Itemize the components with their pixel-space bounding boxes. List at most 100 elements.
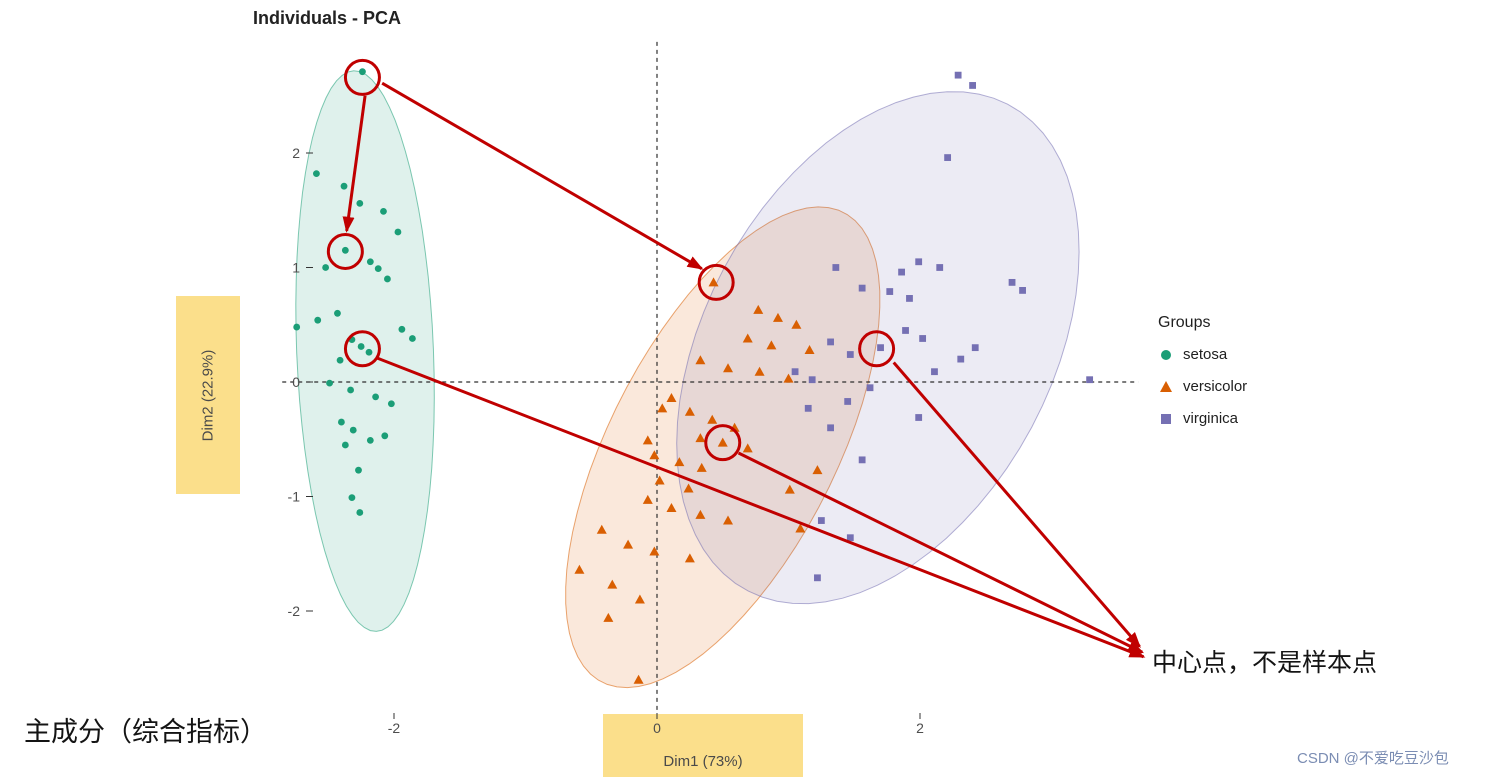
data-point (649, 450, 660, 460)
data-point (649, 546, 660, 556)
chart-title: Individuals - PCA (253, 8, 402, 28)
x-axis-label: Dim1 (73%) (663, 753, 743, 770)
x-axis-tick-label: 0 (653, 720, 661, 736)
setosa-ellipse (295, 70, 435, 632)
data-point (906, 295, 913, 302)
data-point (969, 82, 976, 89)
data-point (766, 340, 777, 350)
data-point (394, 228, 402, 236)
data-point (596, 524, 607, 534)
data-point (808, 376, 816, 384)
data-point (957, 355, 965, 363)
data-point (666, 502, 677, 512)
data-point (314, 316, 322, 324)
data-point (684, 553, 695, 563)
data-point (387, 400, 395, 408)
data-point (372, 393, 379, 401)
data-point (384, 275, 391, 283)
legend-label: versicolor (1183, 378, 1248, 395)
legend-item-setosa: setosa (1158, 346, 1247, 363)
data-point (827, 338, 834, 346)
data-point (919, 335, 927, 342)
virginica-points (791, 71, 1094, 582)
data-point (293, 323, 301, 331)
data-point (574, 564, 585, 574)
data-point (642, 435, 653, 445)
data-point (374, 265, 382, 273)
legend-item-virginica: virginica (1158, 410, 1247, 427)
annotation-arrow (342, 95, 367, 233)
data-point (827, 424, 834, 432)
data-point (684, 406, 695, 416)
legend-label: virginica (1183, 410, 1239, 427)
data-point (356, 509, 364, 516)
data-point (365, 348, 373, 356)
data-point (814, 574, 821, 582)
data-point (398, 325, 406, 333)
data-point (791, 319, 802, 329)
data-point (723, 515, 734, 525)
data-point (795, 523, 806, 533)
data-point (322, 264, 330, 271)
data-point (1086, 376, 1094, 384)
y-axis-tick-label: 1 (292, 260, 300, 276)
data-point (696, 462, 707, 472)
data-point (902, 327, 909, 334)
data-point (931, 368, 938, 376)
data-point (357, 343, 365, 350)
highlight-circle-virginica-centroid (858, 330, 896, 368)
legend-label: setosa (1183, 346, 1228, 363)
data-point (886, 288, 894, 295)
data-point (683, 483, 694, 493)
data-point (409, 335, 416, 342)
data-point (695, 433, 706, 443)
data-point (654, 475, 665, 485)
legend-items: setosa versicolor virginica (1158, 346, 1247, 427)
data-point (772, 312, 783, 322)
data-point (623, 539, 634, 549)
versicolor-ellipse (565, 206, 881, 689)
data-point (846, 351, 854, 358)
data-point (915, 414, 923, 421)
highlight-circle-versicolor-centroid (704, 424, 742, 462)
data-point (708, 277, 719, 287)
data-point (634, 594, 645, 604)
data-point (607, 579, 618, 589)
data-point (381, 432, 389, 440)
highlight-circle-setosa-sample-top (343, 58, 381, 96)
data-point (336, 356, 344, 364)
data-point (341, 246, 349, 254)
data-point (804, 404, 812, 412)
data-point (877, 344, 884, 352)
data-point (707, 414, 718, 424)
data-point (356, 199, 364, 207)
data-point (817, 517, 825, 524)
x-axis-tick-label: 2 (916, 720, 924, 736)
data-point (717, 437, 728, 447)
data-point (753, 304, 764, 314)
data-point (657, 403, 668, 413)
highlight-circle-setosa-centroid (343, 330, 381, 368)
data-point (936, 264, 944, 271)
data-point (844, 398, 852, 405)
data-point (804, 344, 815, 354)
y-axis-tick-label: 0 (292, 374, 300, 390)
data-point (313, 170, 320, 178)
legend: Groups setosa versicolor virginica (1158, 314, 1247, 442)
y-axis-label-highlight: Dim2 (22.9%) (176, 296, 240, 494)
data-point (858, 284, 866, 292)
data-point (340, 182, 348, 190)
data-point (1008, 278, 1016, 286)
highlight-circle-setosa-sample-mid (326, 232, 364, 270)
annotation-arrow (376, 356, 1146, 659)
versicolor-points (574, 277, 823, 684)
data-point (334, 309, 341, 317)
data-point (723, 363, 734, 373)
data-point (326, 379, 333, 387)
data-point (944, 154, 952, 161)
data-point (603, 612, 614, 622)
y-axis-tick-label: -1 (288, 489, 301, 505)
data-point (846, 534, 854, 542)
data-point (866, 384, 874, 392)
